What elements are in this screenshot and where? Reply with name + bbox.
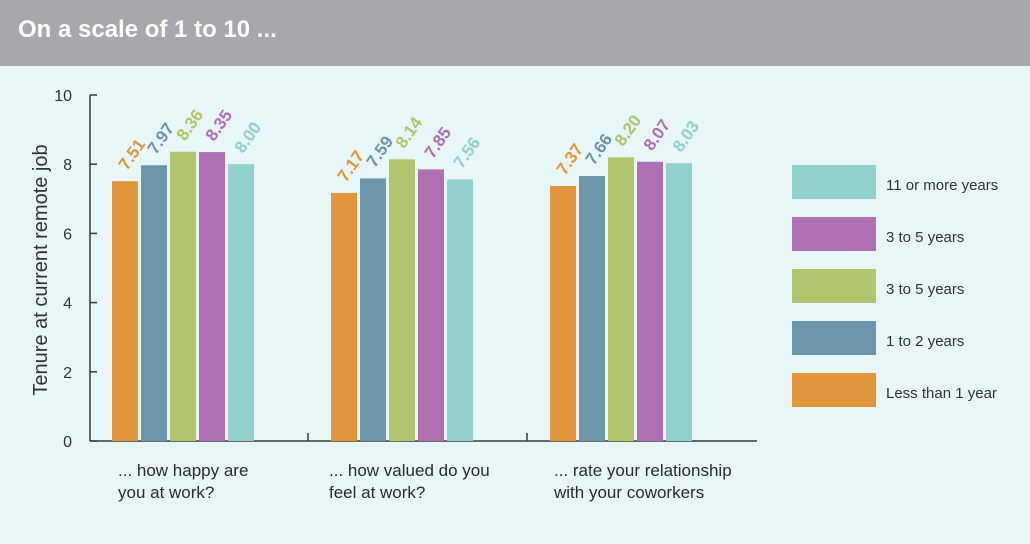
legend-label: 3 to 5 years [886, 229, 965, 246]
bar [608, 157, 634, 441]
header-bar: On a scale of 1 to 10 ... [0, 0, 1030, 66]
data-label: 7.56 [450, 134, 485, 172]
bar [331, 192, 357, 441]
bar [447, 179, 473, 441]
bar [112, 181, 138, 442]
page-title: On a scale of 1 to 10 ... [18, 16, 277, 43]
x-category-label: ... how happy are [118, 461, 248, 480]
bar [141, 165, 167, 441]
legend-item: 1 to 2 years [792, 321, 1022, 355]
legend-item: 11 or more years [792, 165, 1022, 199]
data-label: 8.03 [669, 117, 704, 155]
data-label: 8.14 [392, 113, 427, 151]
legend-swatch [792, 217, 876, 251]
y-tick-label: 0 [63, 434, 72, 451]
legend-swatch [792, 321, 876, 355]
x-category-label: ... how valued do you [329, 461, 490, 480]
bar [360, 178, 386, 442]
legend-label: Less than 1 year [886, 385, 997, 402]
data-label: 8.36 [173, 106, 208, 144]
data-label: 7.37 [553, 140, 588, 178]
bar [228, 164, 254, 441]
legend-label: 1 to 2 years [886, 333, 965, 350]
bar [418, 169, 444, 441]
data-label: 8.07 [640, 116, 675, 154]
legend-item: 3 to 5 years [792, 269, 1022, 303]
legend-label: 3 to 5 years [886, 281, 965, 298]
legend: 11 or more years 3 to 5 years 3 to 5 years… [792, 165, 1022, 425]
legend-item: 3 to 5 years [792, 217, 1022, 251]
data-label: 7.85 [421, 124, 456, 162]
x-category-label: you at work? [118, 483, 214, 502]
y-tick-label: 6 [63, 226, 72, 243]
y-axis-label: Tenure at current remote job [30, 144, 52, 395]
bar [550, 185, 576, 441]
y-tick-label: 2 [63, 365, 72, 382]
bar [199, 152, 225, 441]
legend-swatch [792, 269, 876, 303]
x-category-label: ... rate your relationship [554, 461, 732, 480]
bar [666, 163, 692, 442]
bar [637, 161, 663, 441]
data-label: 8.35 [202, 106, 237, 144]
y-tick-label: 10 [54, 88, 72, 105]
x-category-label: with your coworkers [553, 483, 704, 502]
y-tick-label: 4 [63, 296, 72, 313]
legend-swatch [792, 165, 876, 199]
x-category-label: feel at work? [329, 483, 425, 502]
bar [579, 175, 605, 442]
legend-label: 11 or more years [886, 177, 999, 194]
bar [389, 159, 415, 441]
legend-swatch [792, 373, 876, 407]
bar [170, 151, 196, 441]
data-label: 8.00 [231, 118, 266, 156]
legend-item: Less than 1 year [792, 373, 1022, 407]
y-tick-label: 8 [63, 157, 72, 174]
